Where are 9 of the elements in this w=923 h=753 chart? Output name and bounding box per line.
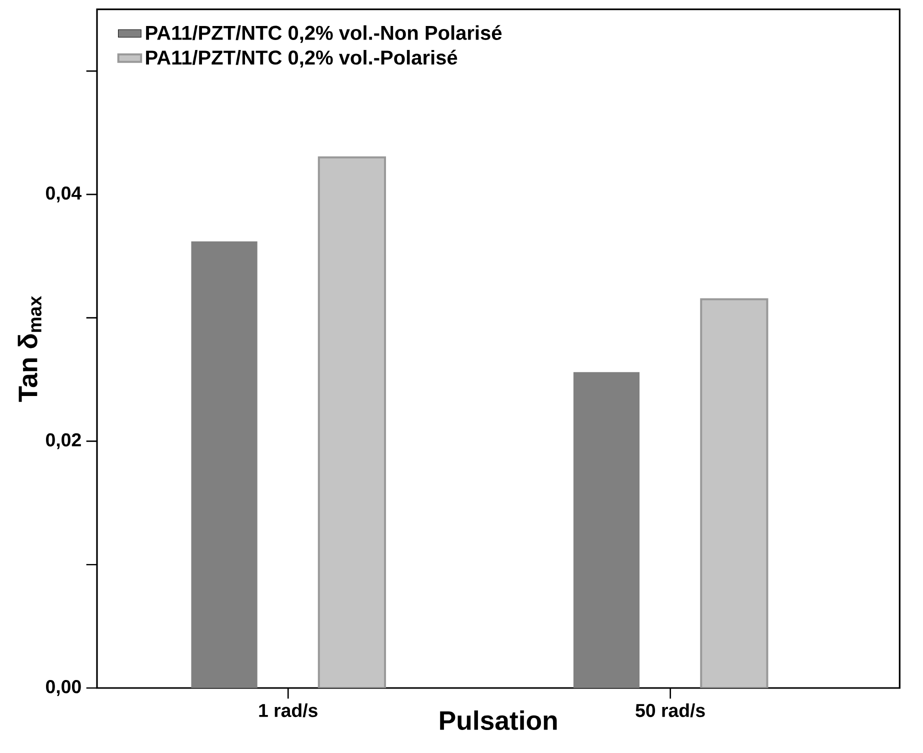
x-axis-title: Pulsation: [440, 710, 557, 730]
y-tick-label: 0,04: [46, 186, 82, 202]
x-tick-label: 50 rad/s: [636, 703, 705, 718]
y-tick-label: 0,00: [46, 680, 81, 696]
y-tick-label: 0,02: [46, 433, 81, 450]
legend-label: PA11/PZT/NTC 0,2% vol.-Non Polarisé: [146, 25, 502, 43]
x-tick-label: 1 rad/s: [259, 703, 318, 718]
legend-label: PA11/PZT/NTC 0,2% vol.-Polarisé: [146, 50, 458, 68]
y-axis-title: Tan δ$_{max}$: [18, 296, 42, 402]
